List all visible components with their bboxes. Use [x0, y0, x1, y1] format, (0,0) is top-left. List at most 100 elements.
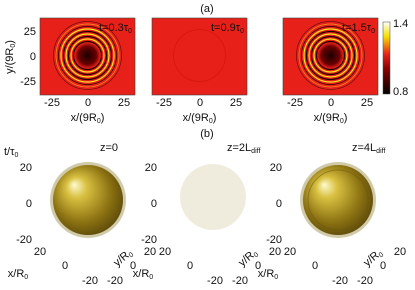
x-tick-label: -25 — [156, 97, 172, 109]
heatmap-bg — [152, 18, 247, 95]
heatmap — [40, 18, 135, 95]
ring — [305, 30, 356, 81]
t-tick-label: -20 — [266, 234, 282, 246]
x-axis-label: x/R0 — [258, 268, 279, 281]
z-label: z=0 — [100, 142, 118, 154]
x-axis-label-sub: 0 — [340, 118, 344, 125]
t-tick-label: -20 — [16, 234, 32, 246]
x-axis-label-sub: 0 — [97, 118, 101, 125]
frame — [39, 17, 136, 96]
x-tick-label: 0 — [187, 260, 193, 272]
y-tick-label: 0 — [30, 51, 36, 63]
sphere-shell — [307, 169, 369, 231]
ring — [310, 35, 351, 76]
heatmap — [283, 18, 378, 95]
time-label: t=1.5τ0 — [342, 22, 375, 35]
x-axis-label-sub: 0 — [274, 274, 278, 281]
time-label-sub: 0 — [240, 28, 244, 35]
z-label-main: z=2L — [227, 142, 251, 154]
y-tick-label: -20 — [357, 275, 373, 287]
x-axis-label-main: x/(9R — [183, 112, 209, 124]
ring — [58, 26, 117, 85]
panel-label: (b) — [200, 128, 213, 140]
ring — [296, 21, 365, 90]
x-axis-label-main: x/R — [8, 268, 25, 280]
x-tick-label: -20 — [207, 275, 223, 287]
y-axis-label-sub: 0 — [128, 251, 136, 259]
x-axis-label: x/R0 — [8, 268, 29, 281]
x-tick-label: 20 — [34, 246, 46, 258]
ring — [313, 38, 348, 73]
z-label-main: z=0 — [100, 142, 118, 154]
y-tick-label: -20 — [232, 275, 248, 287]
x-tick-label: 0 — [312, 260, 318, 272]
y-axis-label-main: y/(9R — [4, 48, 16, 74]
ring — [315, 40, 346, 71]
y-tick-label: -25 — [20, 76, 36, 88]
sphere — [53, 165, 123, 235]
x-tick-label: 0 — [62, 260, 68, 272]
ring — [173, 29, 226, 82]
ring — [298, 23, 363, 88]
time-label-main: t=0.9τ — [211, 22, 241, 34]
x-axis-label-main: x/R — [258, 268, 275, 280]
ring — [53, 21, 122, 90]
y-tick-label: 20 — [144, 246, 156, 258]
x-tick-label: -25 — [287, 97, 303, 109]
sphere — [303, 165, 373, 235]
ring — [301, 26, 360, 85]
colorbar — [382, 21, 391, 95]
time-label-main: t=0.3τ — [99, 22, 129, 34]
x-axis-label-tail: ) — [101, 112, 105, 124]
x-axis-label-sub: 0 — [149, 274, 153, 281]
y-axis-label-sub: 0 — [253, 251, 261, 259]
x-tick-label: 0 — [197, 97, 203, 109]
t-axis-label: t/τ0 — [4, 146, 18, 159]
x-tick-label: -20 — [82, 275, 98, 287]
y-axis-label: y/(9R0) — [4, 40, 17, 74]
y-tick-label: 0 — [380, 260, 386, 272]
x-tick-label: 25 — [230, 97, 242, 109]
ring — [308, 33, 353, 78]
y-tick-label: 25 — [24, 26, 36, 38]
x-tick-label: -25 — [44, 97, 60, 109]
x-tick-label: 0 — [85, 97, 91, 109]
y-tick-label: 0 — [130, 260, 136, 272]
x-tick-label: 20 — [159, 246, 171, 258]
t-tick-label: 20 — [20, 162, 32, 174]
y-axis-label-tail: ) — [4, 40, 16, 44]
x-axis-label-sub: 0 — [24, 274, 28, 281]
y-axis-label-sub: 0 — [10, 44, 17, 48]
t-tick-label: 0 — [276, 198, 282, 210]
x-tick-label: 25 — [361, 97, 373, 109]
x-axis-label: x/(9R0) — [314, 112, 348, 125]
x-axis-label-sub: 0 — [209, 118, 213, 125]
ring — [70, 38, 105, 73]
x-axis-label-main: x/(9R — [314, 112, 340, 124]
colorbar-max: 1.4 — [393, 18, 408, 30]
z-label: z=2Ldiff — [227, 142, 260, 155]
x-axis-label-tail: ) — [213, 112, 217, 124]
x-tick-label: 25 — [118, 97, 130, 109]
x-tick-label: -20 — [332, 275, 348, 287]
z-label-sub: diff — [376, 148, 385, 155]
t-tick-label: 20 — [270, 162, 282, 174]
z-label-main: z=4L — [352, 142, 376, 154]
y-tick-label: 20 — [394, 246, 406, 258]
core — [74, 42, 101, 69]
time-label-sub: 0 — [128, 28, 132, 35]
sphere — [180, 164, 246, 230]
x-axis-label-main: x/(9R — [71, 112, 97, 124]
y-axis-label-sub: 0 — [378, 251, 386, 259]
ring — [65, 33, 110, 78]
time-label: t=0.9τ0 — [211, 22, 244, 35]
panel-label: (a) — [200, 3, 213, 15]
x-tick-label: 20 — [284, 246, 296, 258]
x-tick-label: 0 — [328, 97, 334, 109]
core — [317, 42, 344, 69]
x-axis-label: x/(9R0) — [71, 112, 105, 125]
ring — [72, 40, 103, 71]
t-tick-label: -20 — [141, 234, 157, 246]
z-label: z=4Ldiff — [352, 142, 385, 155]
